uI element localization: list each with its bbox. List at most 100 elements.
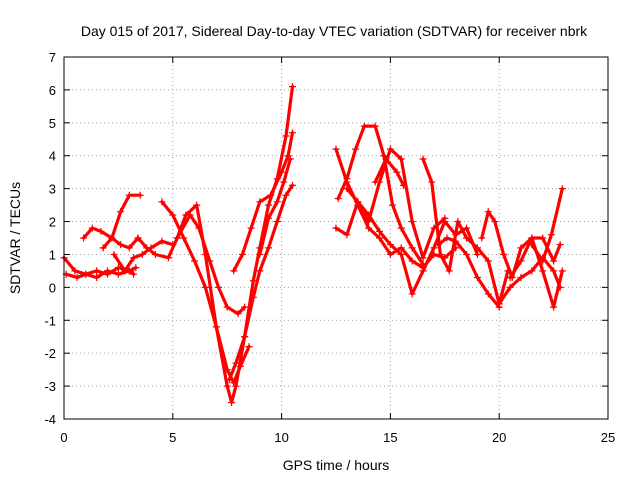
data-point (397, 244, 405, 252)
data-point (484, 290, 492, 298)
data-point (114, 264, 122, 272)
data-point (428, 178, 436, 186)
data-point (256, 250, 264, 258)
data-point (82, 270, 90, 278)
data-point (230, 379, 238, 387)
data-point (110, 250, 118, 258)
data-point (445, 267, 453, 275)
data-point (236, 362, 244, 370)
data-point (241, 333, 249, 341)
data-point (173, 234, 181, 242)
data-point (108, 234, 116, 242)
data-point (436, 250, 444, 258)
plot-series (60, 83, 566, 407)
data-point (558, 267, 566, 275)
data-point (247, 224, 255, 232)
data-point (360, 122, 368, 130)
data-point (238, 250, 246, 258)
data-point (230, 267, 238, 275)
data-point (419, 155, 427, 163)
x-axis-label: GPS time / hours (283, 457, 390, 473)
y-tick-label: -3 (44, 379, 56, 394)
data-point (528, 267, 536, 275)
data-point (386, 241, 394, 249)
data-point (463, 224, 471, 232)
data-point (352, 145, 360, 153)
data-point (332, 224, 340, 232)
data-point (506, 273, 514, 281)
y-tick-label: -2 (44, 346, 56, 361)
data-point (256, 198, 264, 206)
data-point (408, 244, 416, 252)
data-point (125, 244, 133, 252)
data-point (539, 267, 547, 275)
y-tick-label: -4 (44, 412, 56, 427)
data-point (288, 181, 296, 189)
data-point (430, 244, 438, 252)
data-point (282, 191, 290, 199)
data-point (528, 241, 536, 249)
series-line (175, 213, 247, 316)
data-point (408, 290, 416, 298)
data-point (201, 283, 209, 291)
data-point (104, 267, 112, 275)
data-point (265, 214, 273, 222)
data-point (206, 257, 214, 265)
data-point (151, 250, 159, 258)
x-tick-label: 0 (60, 430, 67, 445)
data-point (114, 270, 122, 278)
data-point (408, 218, 416, 226)
data-point (478, 234, 486, 242)
data-point (97, 227, 105, 235)
data-point (343, 185, 351, 193)
data-point (539, 257, 547, 265)
data-point (191, 257, 199, 265)
data-point (245, 343, 253, 351)
data-point (397, 224, 405, 232)
series-sat-i (225, 181, 296, 384)
grid (64, 57, 608, 419)
data-point (386, 145, 394, 153)
series-line (373, 157, 406, 187)
data-point (158, 237, 166, 245)
series-line (160, 200, 251, 385)
data-point (397, 250, 405, 258)
data-point (80, 234, 88, 242)
data-point (473, 273, 481, 281)
data-point (382, 155, 390, 163)
data-point (265, 244, 273, 252)
series-line (227, 183, 295, 382)
data-point (117, 208, 125, 216)
data-point (180, 234, 188, 242)
data-point (278, 168, 286, 176)
data-point (288, 129, 296, 137)
data-point (212, 323, 220, 331)
chart-title: Day 015 of 2017, Sidereal Day-to-day VTE… (81, 23, 588, 39)
data-point (93, 267, 101, 275)
data-point (99, 244, 107, 252)
data-point (125, 191, 133, 199)
data-point (365, 224, 373, 232)
data-point (386, 250, 394, 258)
series-line (530, 187, 564, 263)
data-point (73, 273, 81, 281)
y-tick-label: 4 (49, 149, 56, 164)
data-point (267, 191, 275, 199)
data-point (419, 267, 427, 275)
data-point (164, 254, 172, 262)
data-point (354, 198, 362, 206)
data-point (223, 382, 231, 390)
data-point (463, 250, 471, 258)
data-point (550, 303, 558, 311)
data-point (517, 257, 525, 265)
data-point (454, 218, 462, 226)
data-point (273, 218, 281, 226)
data-point (528, 234, 536, 242)
data-point (517, 244, 525, 252)
data-point (547, 231, 555, 239)
data-point (332, 145, 340, 153)
data-point (232, 359, 240, 367)
data-point (88, 224, 96, 232)
data-point (506, 283, 514, 291)
data-point (484, 257, 492, 265)
